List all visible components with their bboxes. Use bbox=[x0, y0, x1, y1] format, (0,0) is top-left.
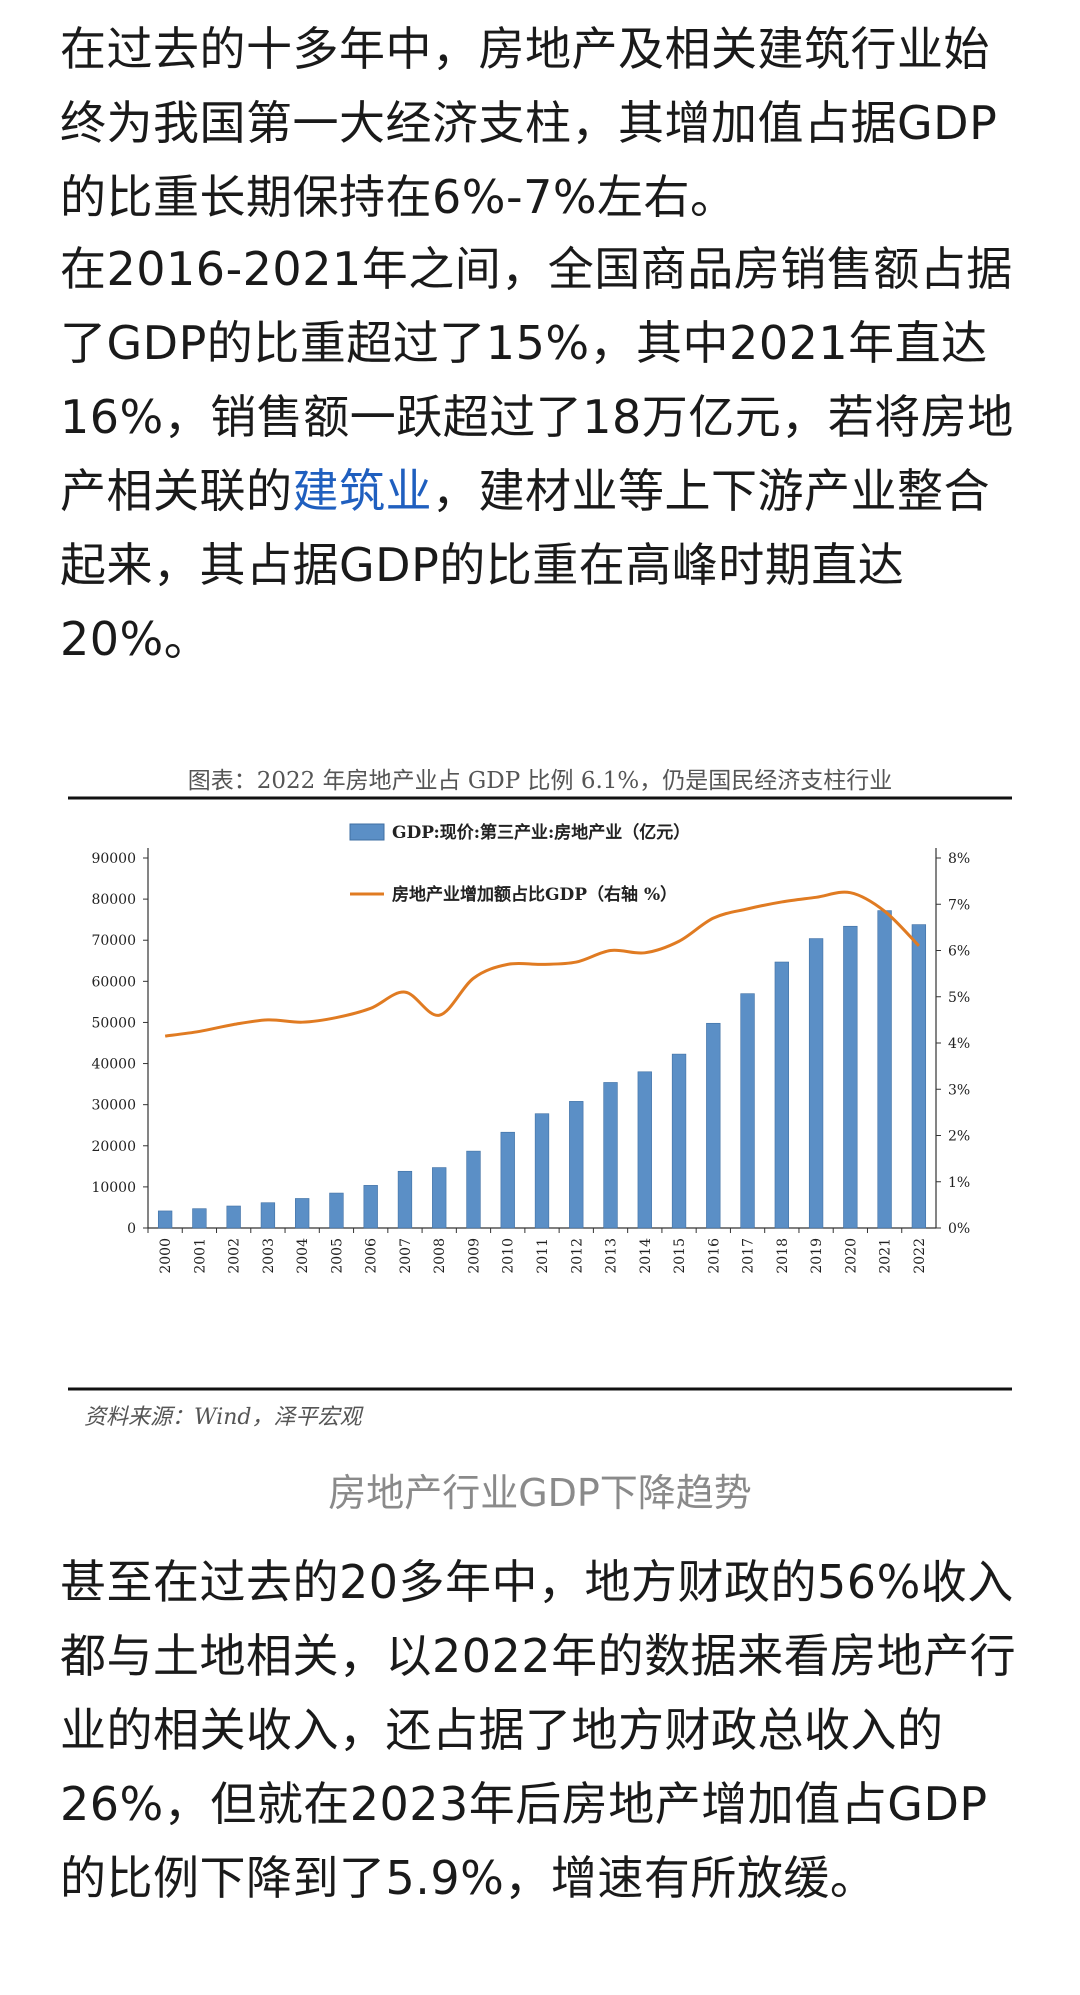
x-tick-label: 2010 bbox=[501, 1238, 517, 1274]
legend-label: GDP:现价:第三产业:房地产业（亿元） bbox=[392, 822, 690, 843]
inline-link[interactable]: 建筑业 bbox=[292, 464, 432, 518]
x-tick-label: 2004 bbox=[295, 1238, 311, 1274]
x-tick-label: 2003 bbox=[261, 1238, 277, 1274]
bar bbox=[706, 1022, 721, 1229]
y-left-tick-label: 50000 bbox=[91, 1015, 136, 1031]
bar bbox=[226, 1205, 241, 1229]
paragraph: 甚至在过去的20多年中，地方财政的56%收入都与土地相关，以2022年的数据来看… bbox=[60, 1545, 1030, 1915]
bar bbox=[569, 1101, 584, 1229]
x-tick-label: 2001 bbox=[192, 1238, 208, 1274]
y-right-tick-label: 5% bbox=[948, 990, 970, 1006]
bar-line-chart: 图表：2022 年房地产业占 GDP 比例 6.1%，仍是国民经济支柱行业 0 1… bbox=[60, 758, 1020, 1438]
x-tick-label: 2017 bbox=[741, 1238, 757, 1274]
y-right-tick-label: 4% bbox=[948, 1036, 970, 1052]
paragraph: 在过去的十多年中，房地产及相关建筑行业始终为我国第一大经济支柱，其增加值占据GD… bbox=[60, 12, 1030, 234]
legend-bar-swatch bbox=[349, 823, 385, 841]
bar bbox=[637, 1071, 652, 1229]
y-left-tick-label: 90000 bbox=[91, 851, 136, 867]
y-left-tick-label: 10000 bbox=[91, 1180, 136, 1196]
bar bbox=[843, 925, 858, 1229]
x-tick-label: 2013 bbox=[604, 1238, 620, 1274]
x-tick-label: 2015 bbox=[672, 1238, 688, 1274]
x-tick-label: 2018 bbox=[775, 1238, 791, 1274]
y-right-tick-label: 3% bbox=[948, 1082, 970, 1098]
bar bbox=[329, 1192, 344, 1229]
bar bbox=[397, 1170, 413, 1229]
bar bbox=[466, 1150, 481, 1229]
x-tick-label: 2022 bbox=[912, 1238, 928, 1274]
y-right-tick-label: 2% bbox=[948, 1129, 970, 1145]
bar bbox=[192, 1208, 207, 1229]
x-tick-label: 2016 bbox=[706, 1238, 722, 1274]
paragraph-text: 在过去的十多年中，房地产及相关建筑行业始终为我国第一大经济支柱，其增加值占据GD… bbox=[60, 22, 998, 224]
y-left-tick-label: 80000 bbox=[91, 892, 136, 908]
bar bbox=[740, 993, 755, 1229]
bar bbox=[774, 961, 789, 1229]
chart-figure: 图表：2022 年房地产业占 GDP 比例 6.1%，仍是国民经济支柱行业 0 1… bbox=[60, 758, 1020, 1438]
x-tick-label: 2000 bbox=[158, 1238, 174, 1274]
paragraph-text: 在2016-2021年之间，全国商品房销售额占据了GDP的比重超过了15%，其中… bbox=[60, 242, 1014, 518]
paragraph-text: 甚至在过去的20多年中，地方财政的56%收入都与土地相关，以2022年的数据来看… bbox=[60, 1555, 1017, 1905]
x-tick-label: 2021 bbox=[878, 1238, 894, 1274]
y-left-tick-label: 30000 bbox=[91, 1098, 136, 1114]
y-left-tick-label: 0 bbox=[127, 1221, 136, 1237]
bar bbox=[671, 1053, 687, 1229]
x-tick-label: 2011 bbox=[535, 1238, 551, 1274]
y-right-tick-label: 7% bbox=[948, 897, 970, 913]
figure-caption: 房地产行业GDP下降趋势 bbox=[328, 1471, 752, 1515]
bar bbox=[363, 1185, 378, 1229]
bar bbox=[432, 1167, 447, 1229]
bar bbox=[808, 938, 824, 1229]
x-tick-label: 2019 bbox=[809, 1238, 825, 1274]
x-tick-label: 2007 bbox=[398, 1238, 414, 1274]
y-right-tick-label: 8% bbox=[948, 851, 970, 867]
y-left-tick-label: 40000 bbox=[91, 1057, 136, 1073]
plot-area: 0 10000 20000 30000 40000 50000 60000 70000 8000… bbox=[91, 822, 970, 1274]
x-tick-label: 2002 bbox=[227, 1238, 243, 1274]
paragraph: 在2016-2021年之间，全国商品房销售额占据了GDP的比重超过了15%，其中… bbox=[60, 232, 1030, 676]
y-right-tick-label: 1% bbox=[948, 1175, 970, 1191]
bar bbox=[157, 1210, 173, 1229]
legend-label: 房地产业增加额占比GDP（右轴 %） bbox=[392, 884, 677, 905]
chart-background bbox=[60, 758, 1020, 1438]
x-tick-label: 2006 bbox=[364, 1238, 380, 1274]
bar bbox=[260, 1202, 276, 1229]
chart-title: 图表：2022 年房地产业占 GDP 比例 6.1%，仍是国民经济支柱行业 bbox=[188, 768, 893, 794]
bar bbox=[603, 1082, 618, 1229]
x-tick-label: 2008 bbox=[432, 1238, 448, 1274]
x-tick-label: 2005 bbox=[329, 1238, 345, 1274]
bar bbox=[295, 1198, 310, 1229]
x-tick-label: 2009 bbox=[466, 1238, 482, 1274]
x-tick-label: 2014 bbox=[638, 1238, 654, 1274]
x-tick-label: 2020 bbox=[843, 1238, 859, 1274]
paragraph-text: ，建材业等上下游产业整合起来，其占据GDP的比重在高峰时期直达20%。 bbox=[60, 464, 990, 666]
y-right-tick-label: 6% bbox=[948, 944, 970, 960]
y-left-tick-label: 70000 bbox=[91, 933, 136, 949]
y-right-tick-label: 0% bbox=[948, 1221, 970, 1237]
bar bbox=[500, 1131, 515, 1229]
bar bbox=[877, 910, 892, 1229]
bar bbox=[534, 1113, 550, 1229]
bar bbox=[911, 924, 927, 1229]
x-tick-label: 2012 bbox=[569, 1238, 585, 1274]
y-left-tick-label: 20000 bbox=[91, 1139, 136, 1155]
y-left-tick-label: 60000 bbox=[91, 974, 136, 990]
chart-source: 资料来源：Wind，泽平宏观 bbox=[84, 1405, 365, 1430]
